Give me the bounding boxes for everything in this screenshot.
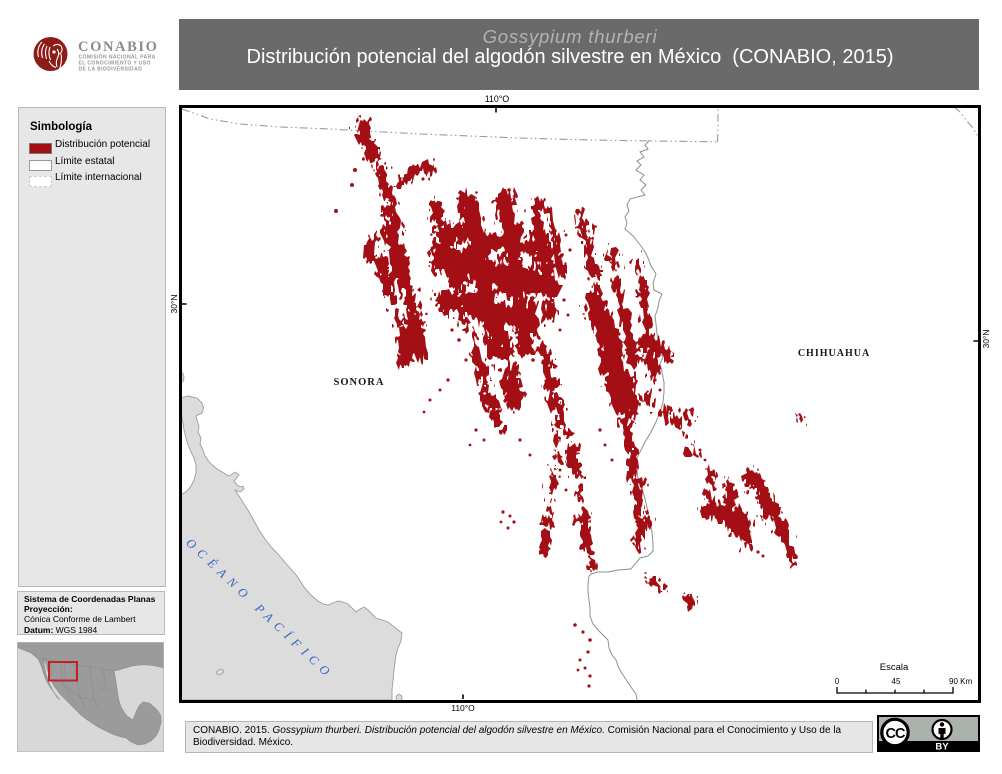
svg-text:EL CONOCIMIENTO Y USO: EL CONOCIMIENTO Y USO <box>79 60 151 66</box>
svg-text:90 Km: 90 Km <box>949 677 972 686</box>
svg-text:45: 45 <box>892 677 901 686</box>
svg-text:COMISIÓN NACIONAL PARA: COMISIÓN NACIONAL PARA <box>79 52 156 60</box>
svg-text:DE LA BIODIVERSIDAD: DE LA BIODIVERSIDAD <box>79 66 143 72</box>
svg-text:0: 0 <box>835 677 840 686</box>
svg-text:CC: CC <box>886 726 906 742</box>
svg-text:CONABIO: CONABIO <box>78 39 159 55</box>
svg-text:Escala: Escala <box>880 662 909 673</box>
svg-text:BY: BY <box>935 742 949 753</box>
svg-text:SONORA: SONORA <box>334 377 385 388</box>
svg-text:CHIHUAHUA: CHIHUAHUA <box>798 348 870 359</box>
